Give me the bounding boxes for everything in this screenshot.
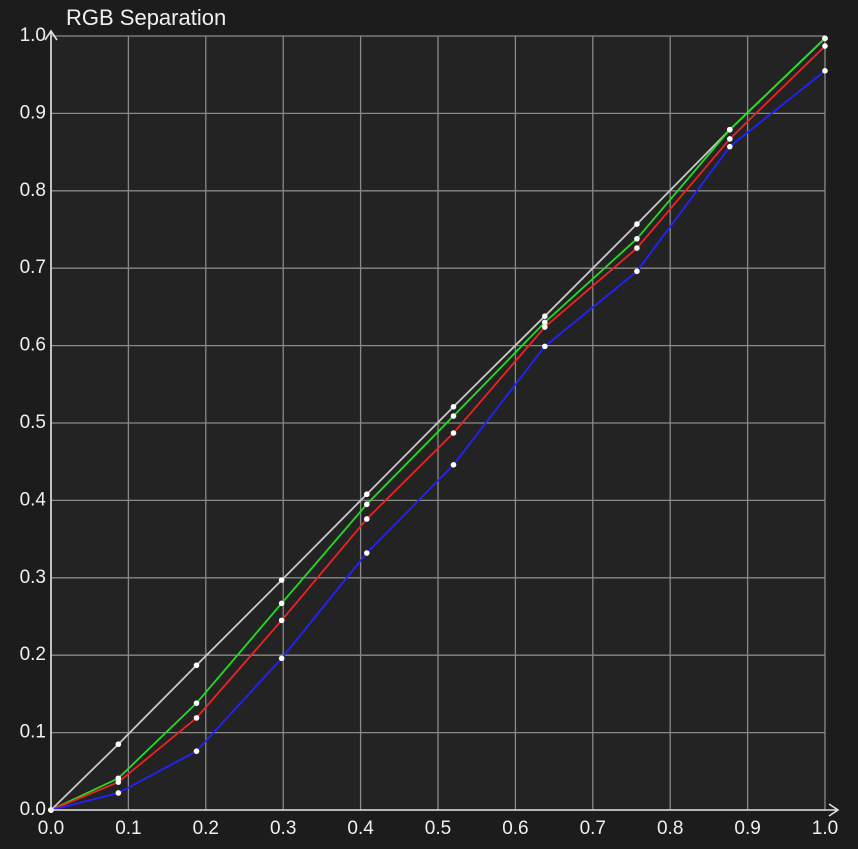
x-tick-label: 0.3 [270,818,296,839]
point [726,143,733,150]
x-tick-label: 0.7 [580,818,606,839]
point [278,600,285,607]
point [363,501,370,508]
y-tick-label: 0.7 [20,257,46,278]
y-tick-label: 0.3 [20,567,46,588]
point [115,741,122,748]
point [193,715,200,721]
point [634,221,640,227]
point [450,413,457,419]
point [115,790,122,796]
x-tick-label: 0.1 [115,818,141,839]
point [822,68,828,74]
point [278,655,285,662]
point [542,319,548,326]
point [450,430,457,436]
point [193,748,200,754]
y-tick-label: 0.9 [20,102,46,123]
x-tick-label: 0.9 [734,818,760,839]
point [634,268,640,275]
y-tick-label: 0.4 [20,489,47,510]
y-tick-label: 1.0 [20,25,46,46]
x-tick-label: 0.2 [193,818,219,839]
point [450,461,457,468]
series-line [50,45,826,811]
x-tick-label: 0.6 [502,818,528,839]
point [278,617,285,624]
y-tick-label: 0.1 [20,722,46,743]
chart-title: RGB Separation [66,5,226,30]
point [822,43,828,49]
y-tick-label: 0.8 [20,180,46,201]
point [822,35,828,42]
x-tick-label: 0.5 [425,818,451,839]
point [542,313,548,319]
point [542,324,548,330]
series-line [50,37,826,811]
point [726,136,733,142]
point [115,779,122,785]
point [634,235,640,242]
series-line [50,37,826,811]
point [363,550,370,556]
y-tick-label: 0.0 [20,799,46,820]
x-tick-label: 0.4 [347,818,374,839]
point [193,700,200,706]
point [542,343,548,350]
point [363,491,370,498]
point [726,126,733,133]
x-tick-label: 1.0 [812,818,838,839]
y-tick-label: 0.6 [20,335,46,356]
x-tick-label: 0.0 [38,818,64,839]
point [115,775,122,782]
point [363,516,370,522]
point [193,662,200,669]
point [278,577,285,583]
point [634,245,640,251]
layer: 0.0 0.1 0.2 0.3 0.4 0.5 0.6 0.7 0.8 0.9 1.0 0.0 0.1 0… [20,25,839,839]
series-line [50,70,826,811]
y-tick-label: 0.5 [20,412,46,433]
point [450,403,457,410]
y-tick-label: 0.2 [20,644,46,665]
axes [44,29,840,817]
x-tick-label: 0.8 [657,818,683,839]
